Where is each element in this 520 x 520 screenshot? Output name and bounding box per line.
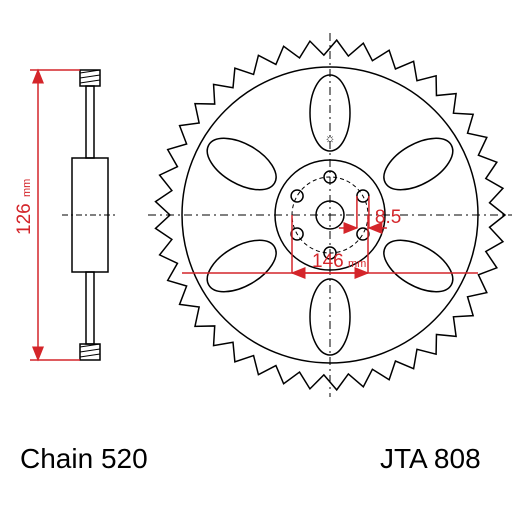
spoke-cutout <box>199 128 285 201</box>
svg-text:mm: mm <box>21 179 33 197</box>
chain-label: Chain 520 <box>20 443 148 474</box>
spoke-cutout <box>375 128 461 201</box>
dim-height-value: 126 <box>14 203 35 235</box>
svg-text:mm: mm <box>348 258 366 270</box>
dim-bolt: 8.5 <box>375 207 401 228</box>
bolt-hole <box>357 228 369 240</box>
svg-text:146: 146 <box>312 251 344 272</box>
spoke-cutout <box>375 230 461 303</box>
spoke-cutout <box>199 230 285 303</box>
part-number: JTA 808 <box>380 443 481 474</box>
bolt-hole <box>291 190 303 202</box>
